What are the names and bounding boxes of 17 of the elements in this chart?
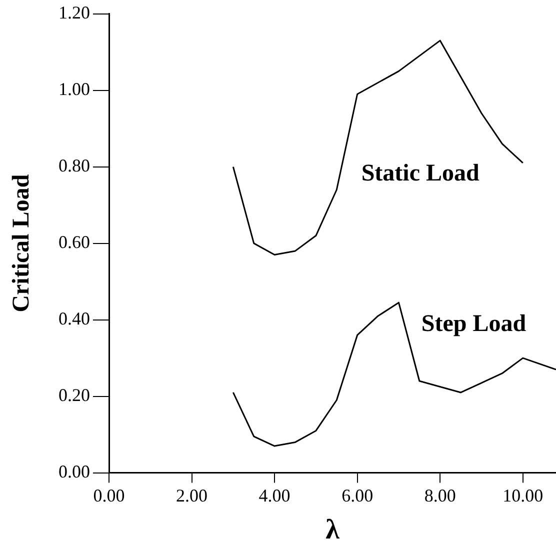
- y-tick-label: 0.60: [58, 232, 90, 252]
- x-tick-label: 2.00: [176, 485, 208, 506]
- y-tick-label: 0.00: [58, 462, 90, 482]
- series-label: Step Load: [421, 311, 527, 338]
- series-label: Static Load: [361, 160, 480, 186]
- y-tick-label: 0.40: [58, 308, 90, 329]
- x-tick-label: 6.00: [342, 485, 374, 506]
- x-tick-label: 4.00: [258, 485, 290, 506]
- x-axis-title: λ: [326, 514, 340, 546]
- y-axis-title: Critical Load: [8, 174, 35, 312]
- y-tick-label: 1.20: [58, 2, 90, 23]
- x-tick-label: 10.00: [502, 485, 544, 506]
- y-tick-label: 0.20: [58, 385, 90, 406]
- y-tick-label: 1.00: [58, 79, 90, 100]
- x-tick-label: 0.00: [93, 485, 125, 506]
- y-tick-label: 0.80: [58, 156, 90, 176]
- x-tick-label: 8.00: [424, 485, 456, 506]
